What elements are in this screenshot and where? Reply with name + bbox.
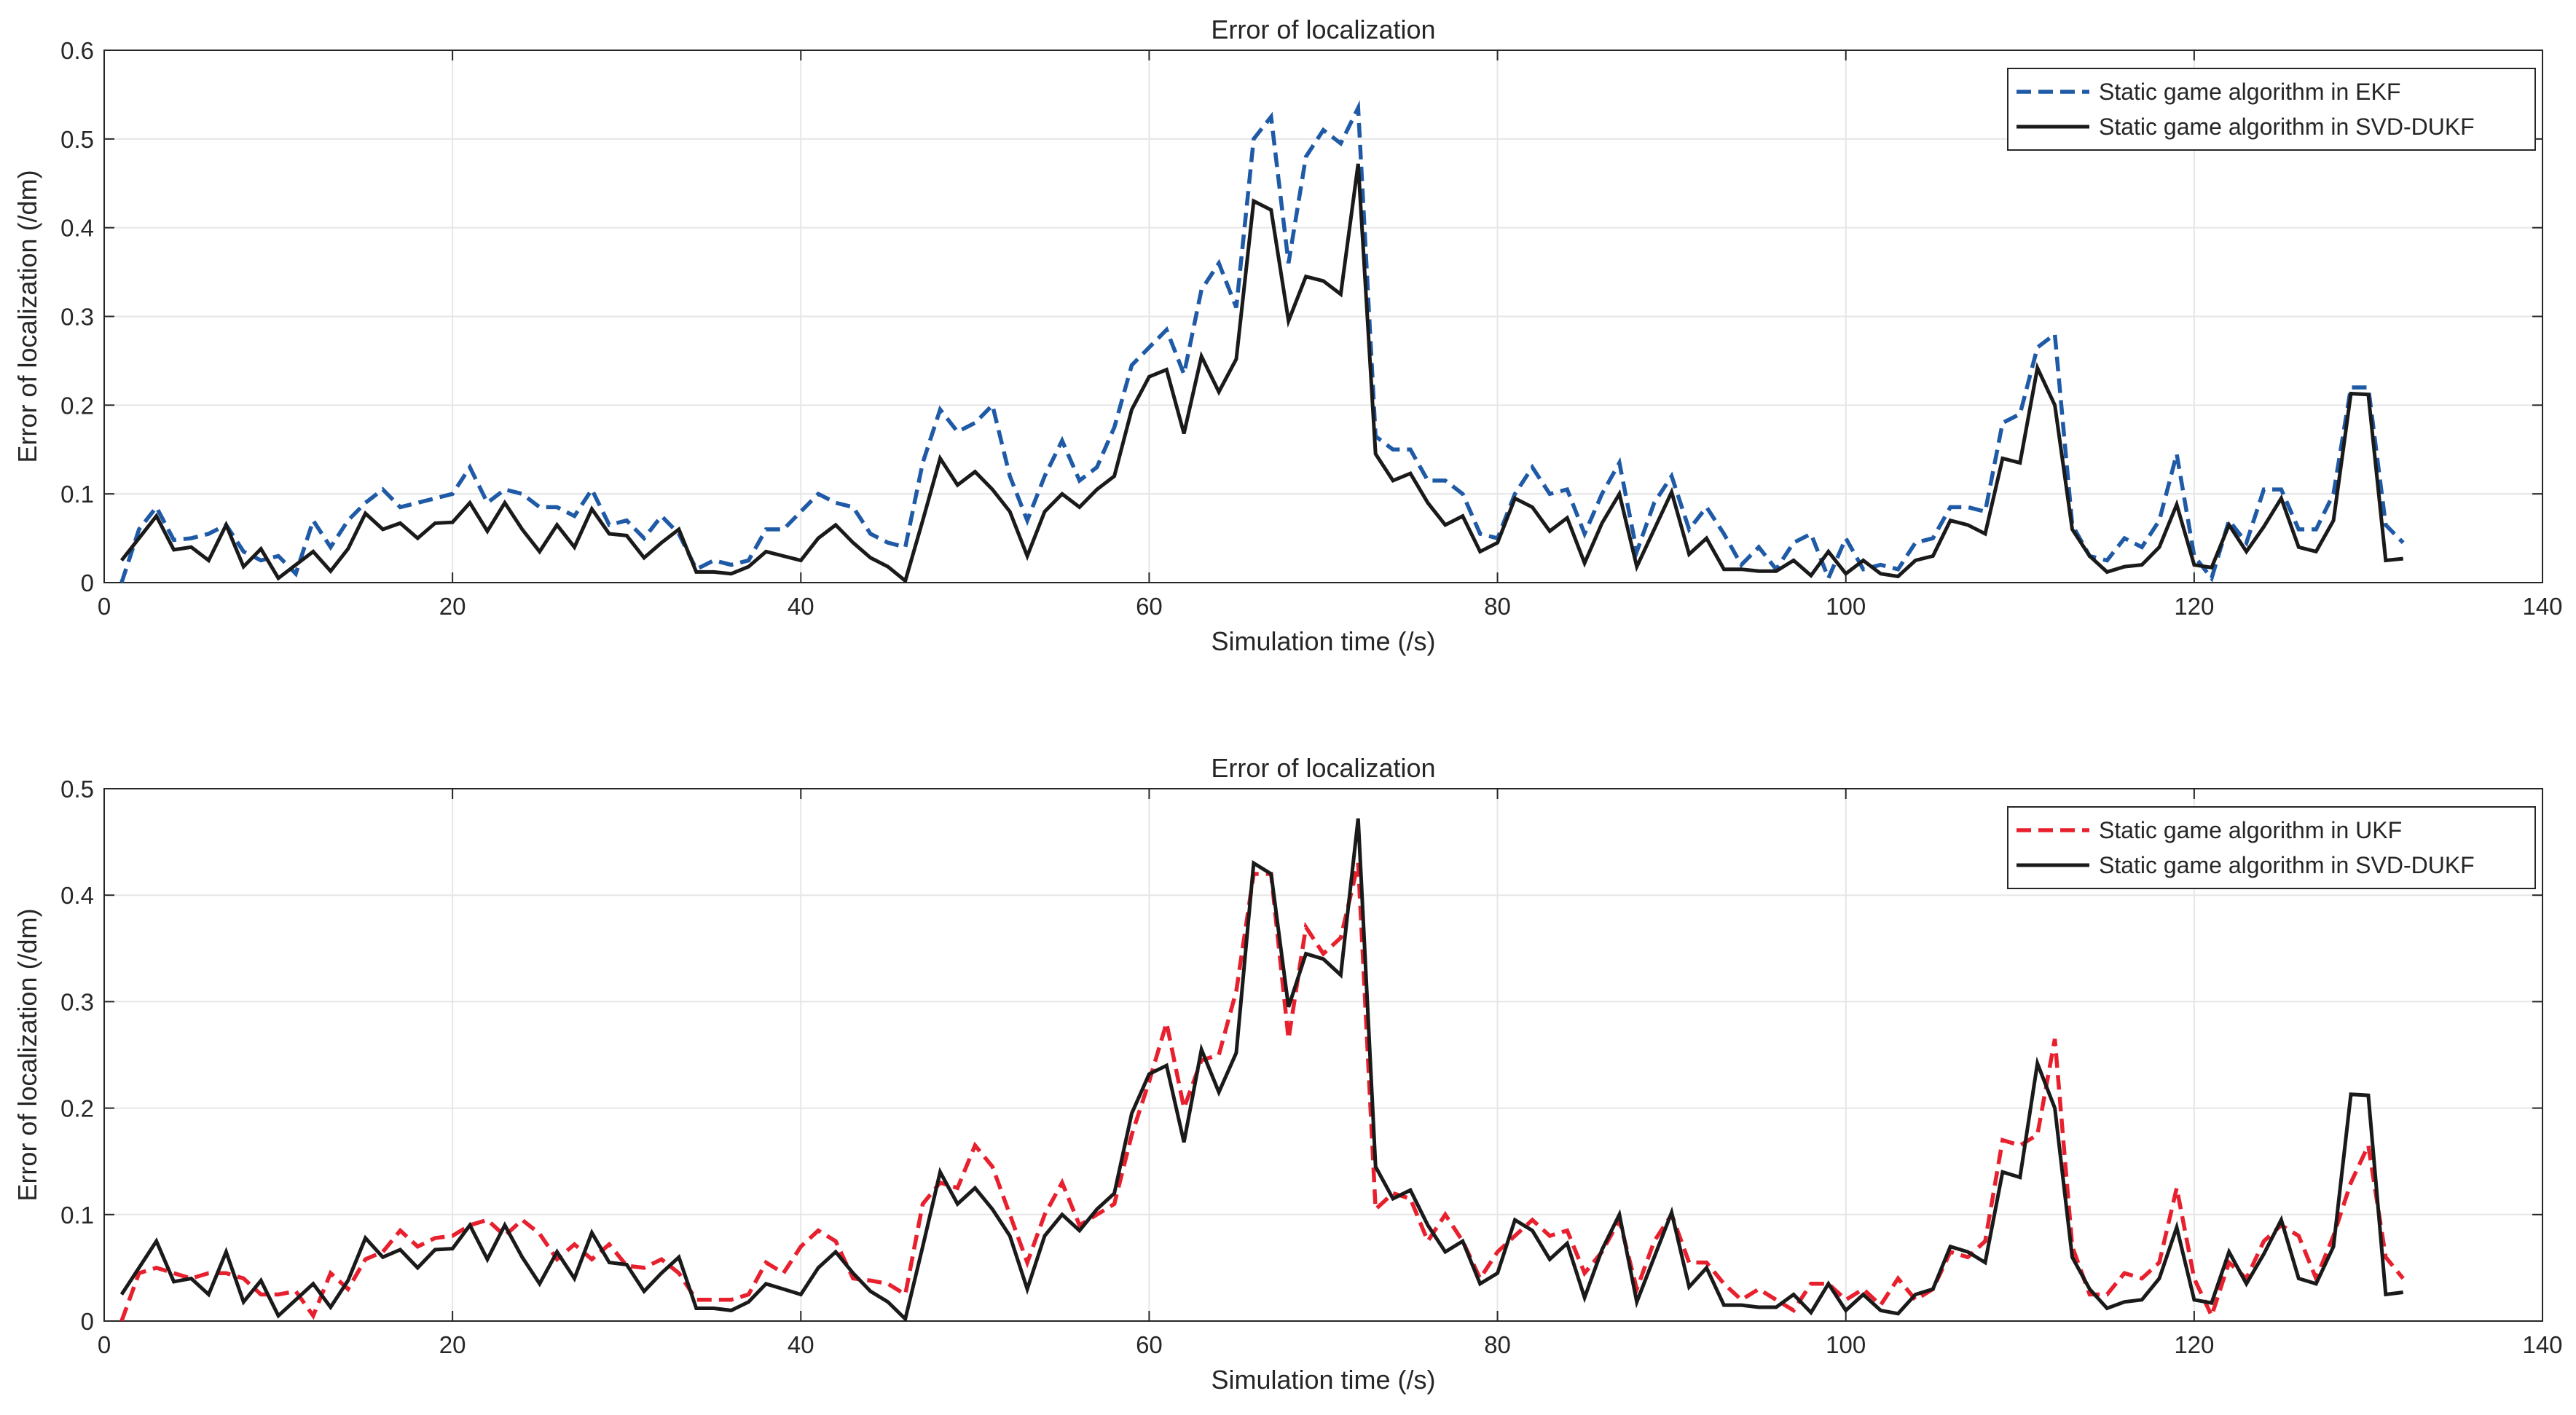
plot-area-frame — [103, 788, 2543, 1322]
y-tick-label: 0.1 — [60, 1202, 94, 1229]
x-tick-label: 40 — [788, 593, 814, 620]
x-tick-label: 20 — [439, 593, 466, 620]
chart-panel-2: 0 20 40 60 80 100 120 140 0 0.1 0.2 0.3 0.4 0.5 Error … — [12, 753, 2563, 1395]
y-tick-label: 0.2 — [60, 392, 94, 419]
chart-title: Error of localization — [1211, 15, 1435, 44]
y-tick-label: 0.3 — [60, 304, 94, 331]
x-tick-label: 0 — [98, 1331, 111, 1358]
y-axis-label: Error of localization (/dm) — [12, 908, 42, 1201]
x-tick-label: 80 — [1484, 593, 1511, 620]
legend: Static game algorithm in EKF Static game … — [2007, 68, 2536, 151]
y-tick-label: 0.2 — [60, 1095, 94, 1122]
series-line-1 — [119, 862, 2405, 1321]
y-tick-label: 0.4 — [60, 882, 94, 909]
y-tick-label: 0.5 — [60, 776, 94, 803]
y-tick-label: 0.5 — [60, 126, 94, 153]
series-1 — [119, 100, 2405, 583]
x-tick-label: 140 — [2522, 1331, 2562, 1358]
x-axis-label: Simulation time (/s) — [1211, 626, 1435, 656]
x-tick-label: 60 — [1136, 593, 1163, 620]
y-tick-label: 0.6 — [60, 37, 94, 64]
legend-box — [2007, 806, 2536, 889]
y-tick-label: 0.3 — [60, 988, 94, 1015]
series-2 — [119, 163, 2403, 583]
legend-label-1: Static game algorithm in EKF — [2099, 79, 2400, 105]
legend-label-1: Static game algorithm in UKF — [2099, 817, 2402, 843]
y-tick-label: 0 — [81, 569, 94, 596]
x-tick-label: 120 — [2174, 593, 2214, 620]
series-2 — [119, 818, 2404, 1321]
legend-label-2: Static game algorithm in SVD-DUKF — [2099, 114, 2475, 140]
x-tick-label: 60 — [1136, 1331, 1163, 1358]
series-line-1 — [119, 100, 2405, 583]
x-tick-label: 20 — [439, 1331, 466, 1358]
chart-panel-1: 0 20 40 60 80 100 120 140 0 0.1 0.2 0.3 0.4 0.5 0.6 Err… — [12, 15, 2563, 656]
y-axis-label: Error of localization (/dm) — [12, 170, 42, 462]
x-tick-label: 100 — [1826, 593, 1866, 620]
y-tick-label: 0.4 — [60, 215, 94, 242]
x-tick-label: 40 — [788, 1331, 814, 1358]
legend-label-2: Static game algorithm in SVD-DUKF — [2099, 852, 2475, 878]
x-tick-label: 80 — [1484, 1331, 1511, 1358]
x-tick-label: 100 — [1826, 1331, 1866, 1358]
series-line-2 — [119, 818, 2404, 1321]
x-tick-label: 140 — [2522, 593, 2562, 620]
chart-title: Error of localization — [1211, 753, 1435, 783]
y-tick-label: 0.1 — [60, 481, 94, 508]
legend: Static game algorithm in UKF Static game … — [2007, 806, 2536, 889]
y-tick-label: 0 — [81, 1308, 94, 1335]
legend-box — [2007, 68, 2536, 151]
x-axis-label: Simulation time (/s) — [1211, 1365, 1435, 1395]
x-tick-label: 0 — [98, 593, 111, 620]
series-1 — [119, 862, 2405, 1321]
x-tick-label: 120 — [2174, 1331, 2214, 1358]
series-line-2 — [119, 163, 2403, 583]
